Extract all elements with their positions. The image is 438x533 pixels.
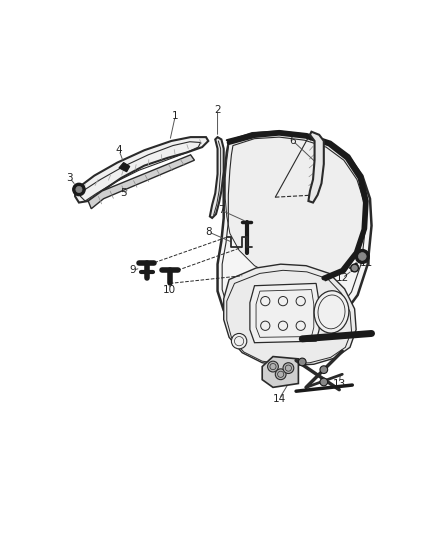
Polygon shape bbox=[75, 137, 208, 203]
Circle shape bbox=[358, 253, 366, 260]
Text: 9: 9 bbox=[130, 265, 136, 276]
Circle shape bbox=[355, 249, 369, 263]
Circle shape bbox=[76, 187, 82, 192]
Circle shape bbox=[276, 369, 286, 379]
Ellipse shape bbox=[314, 291, 349, 333]
Polygon shape bbox=[210, 137, 224, 218]
Text: 14: 14 bbox=[272, 394, 286, 404]
Text: 1: 1 bbox=[172, 111, 179, 122]
Text: 2: 2 bbox=[214, 105, 221, 115]
Text: 7: 7 bbox=[218, 205, 225, 215]
Polygon shape bbox=[88, 155, 194, 209]
Polygon shape bbox=[119, 163, 130, 172]
Circle shape bbox=[298, 358, 306, 366]
Circle shape bbox=[320, 378, 328, 386]
Text: 13: 13 bbox=[332, 378, 346, 389]
Circle shape bbox=[268, 361, 279, 372]
Text: 12: 12 bbox=[336, 273, 349, 283]
Circle shape bbox=[73, 183, 85, 196]
Circle shape bbox=[283, 363, 294, 374]
Circle shape bbox=[231, 334, 247, 349]
Polygon shape bbox=[218, 132, 371, 337]
Polygon shape bbox=[224, 264, 356, 366]
Polygon shape bbox=[308, 132, 324, 203]
Polygon shape bbox=[262, 357, 298, 387]
Text: 5: 5 bbox=[120, 188, 127, 198]
Text: 11: 11 bbox=[360, 257, 374, 268]
Polygon shape bbox=[225, 133, 365, 280]
Text: 4: 4 bbox=[116, 145, 122, 155]
Text: 3: 3 bbox=[67, 173, 73, 183]
Polygon shape bbox=[250, 284, 319, 343]
Text: 6: 6 bbox=[290, 136, 297, 146]
Text: 8: 8 bbox=[205, 227, 212, 237]
Text: 10: 10 bbox=[163, 285, 177, 295]
Circle shape bbox=[351, 264, 358, 272]
Circle shape bbox=[320, 366, 328, 374]
